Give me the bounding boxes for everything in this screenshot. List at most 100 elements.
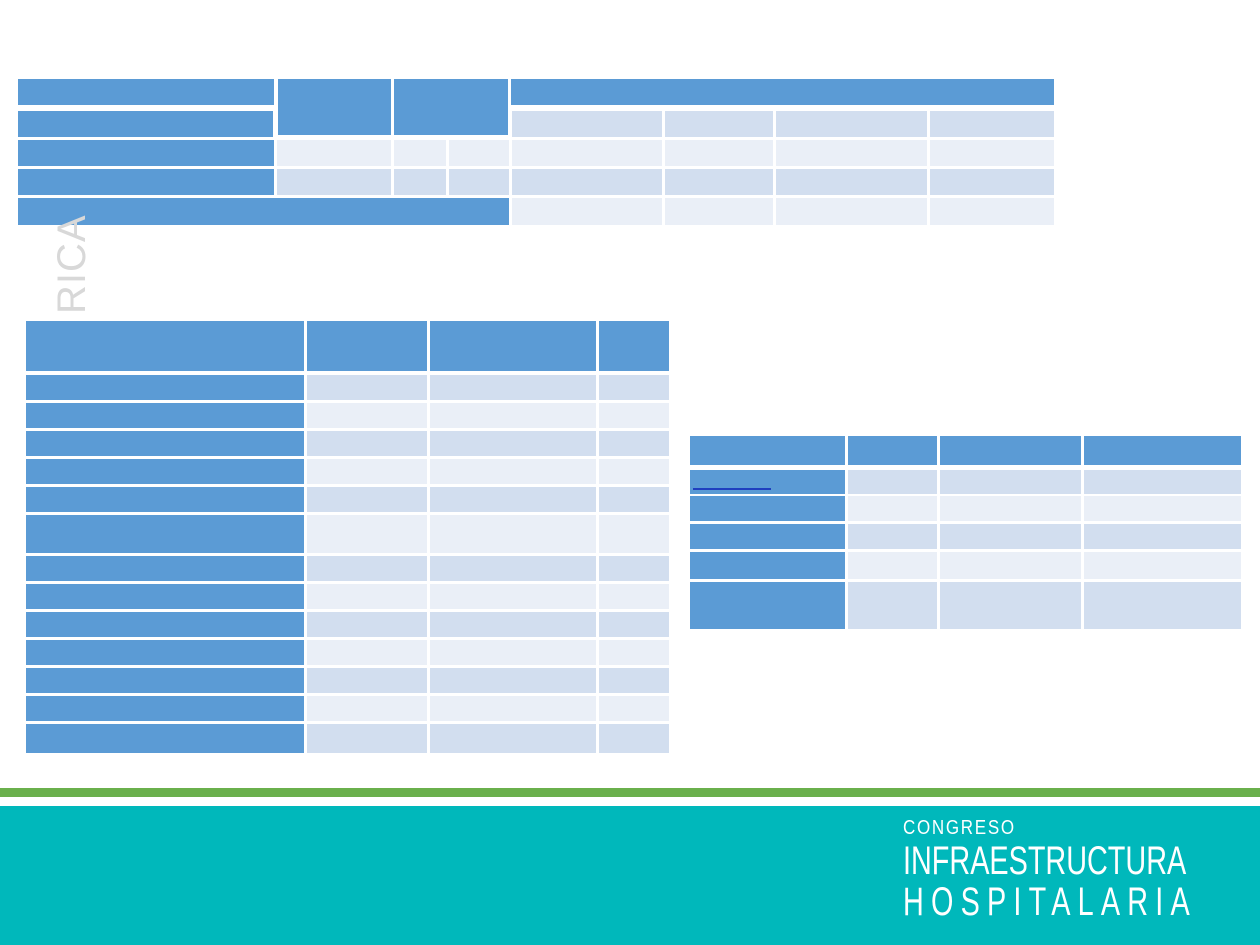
table-cell [430,640,596,665]
table-cell [848,524,937,549]
table-row-header [26,459,304,484]
table-cell [394,169,446,195]
table-cell [599,431,669,456]
table-row-header [26,640,304,665]
table-cell [512,169,662,195]
table-cell [307,487,427,512]
table-cell [277,140,391,166]
table-cell [307,556,427,581]
table-row-header [690,552,845,579]
table-row-header [690,470,845,494]
table-cell [776,169,927,195]
table-cell [430,459,596,484]
table-cell [930,111,1054,137]
table-row-header [26,584,304,609]
table-row-header [18,169,274,195]
table-header-cell [278,79,391,135]
table-row-header [26,375,304,400]
table-cell [430,584,596,609]
table-cell [512,140,662,166]
table-cell [430,431,596,456]
table-row-header [26,515,304,553]
table-cell [848,496,937,521]
table-header-cell [1084,436,1241,465]
table-header-cell [940,436,1081,465]
table-header-cell [690,436,845,465]
table-cell [307,515,427,553]
table-cell [848,470,937,494]
table-cell [1084,524,1241,549]
table-row-header [18,140,274,166]
logo-line-hospitalaria: HOSPITALARIA [903,880,1197,924]
table-cell [599,459,669,484]
table-row-header [26,612,304,637]
table-cell [430,375,596,400]
table-cell [307,724,427,753]
table-cell [940,582,1081,629]
table-cell [307,403,427,428]
table-header-cell [394,79,508,135]
table-cell [665,111,773,137]
logo-line-infraestructura: INFRAESTRUCTURA [903,839,1187,883]
table-cell [1084,496,1241,521]
table-cell [1084,470,1241,494]
table-cell [430,403,596,428]
link-underline[interactable] [693,488,771,490]
table-cell [930,198,1054,225]
table-cell [307,696,427,721]
table-cell [1084,552,1241,579]
table-cell [665,140,773,166]
table-cell [848,552,937,579]
table-cell [848,582,937,629]
table-cell [930,169,1054,195]
table-cell [430,668,596,693]
table-cell [430,487,596,512]
table-row-header [26,724,304,753]
table-cell [307,584,427,609]
table-cell [449,169,509,195]
table-cell [430,724,596,753]
table-row-header [26,696,304,721]
table-cell [512,111,662,137]
table-cell [940,552,1081,579]
table-cell [599,515,669,553]
table-cell [599,487,669,512]
table-cell [449,140,509,166]
table-row-header [26,668,304,693]
table-cell [776,140,927,166]
table-cell [394,140,446,166]
table-row-header [18,111,273,137]
table-cell [307,668,427,693]
table-cell [776,198,927,225]
table-cell [307,459,427,484]
table-cell [599,668,669,693]
table-row-header [26,556,304,581]
table-row-header [690,582,845,629]
table-cell [930,140,1054,166]
table-cell [307,431,427,456]
congress-logo: CONGRESO INFRAESTRUCTURA HOSPITALARIA [903,816,1260,922]
table-cell [940,470,1081,494]
table-header-cell [307,321,427,371]
table-cell [940,524,1081,549]
table-cell [599,640,669,665]
table-header-cell [848,436,937,465]
table-cell [665,169,773,195]
table-cell [940,496,1081,521]
table-header-cell [511,79,1054,105]
table-cell [512,198,662,225]
footer-band [0,806,1260,945]
table-cell [430,696,596,721]
table-cell [307,375,427,400]
table-cell [430,515,596,553]
side-label: RICA [50,214,94,314]
table-cell [1084,582,1241,629]
table-cell [776,111,927,137]
table-row-header [690,496,845,521]
logo-line-congreso: CONGRESO [903,817,1016,839]
green-band [0,788,1260,797]
table-cell [430,612,596,637]
table-cell [599,403,669,428]
table-cell [599,375,669,400]
table-row-header [26,431,304,456]
